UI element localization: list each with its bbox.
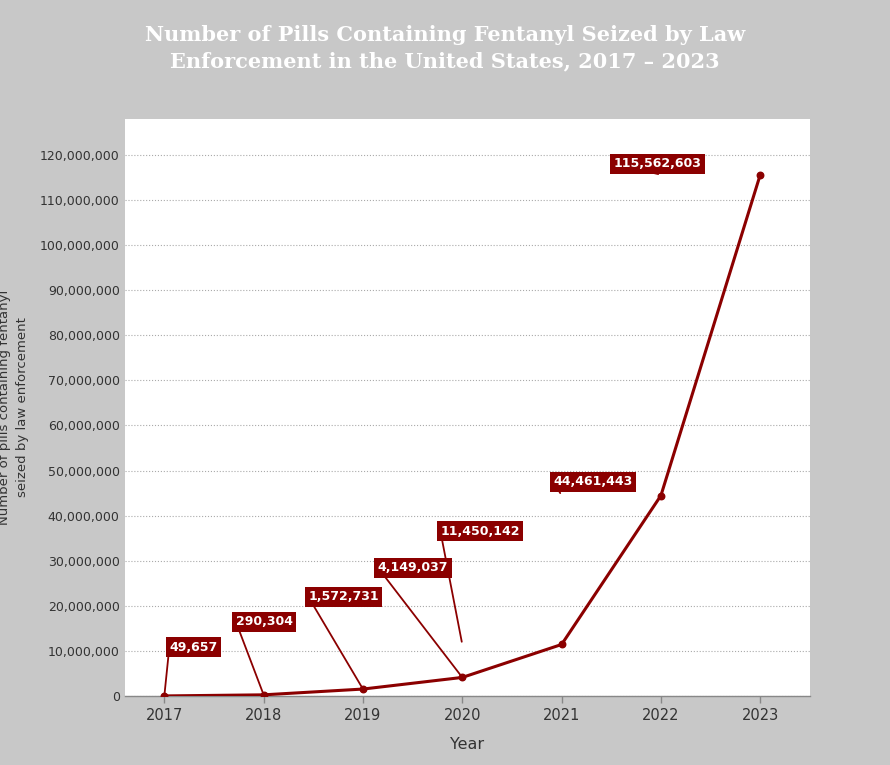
Text: Number of Pills Containing Fentanyl Seized by Law
Enforcement in the United Stat: Number of Pills Containing Fentanyl Seiz… — [145, 25, 745, 72]
Text: 11,450,142: 11,450,142 — [441, 525, 520, 538]
Y-axis label: Number of pills containing fentanyl
seized by law enforcement: Number of pills containing fentanyl seiz… — [0, 290, 28, 525]
Point — [753, 168, 767, 181]
Text: 115,562,603: 115,562,603 — [613, 157, 701, 170]
Point — [554, 638, 569, 650]
Text: 44,461,443: 44,461,443 — [554, 475, 633, 488]
Point — [356, 683, 370, 695]
X-axis label: Year: Year — [450, 737, 484, 752]
Point — [455, 672, 469, 684]
Text: 1,572,731: 1,572,731 — [308, 591, 379, 604]
Text: 290,304: 290,304 — [236, 615, 293, 628]
Point — [256, 688, 271, 701]
Text: 4,149,037: 4,149,037 — [378, 561, 449, 574]
Point — [158, 690, 172, 702]
Point — [654, 490, 668, 502]
Text: 49,657: 49,657 — [169, 641, 217, 654]
